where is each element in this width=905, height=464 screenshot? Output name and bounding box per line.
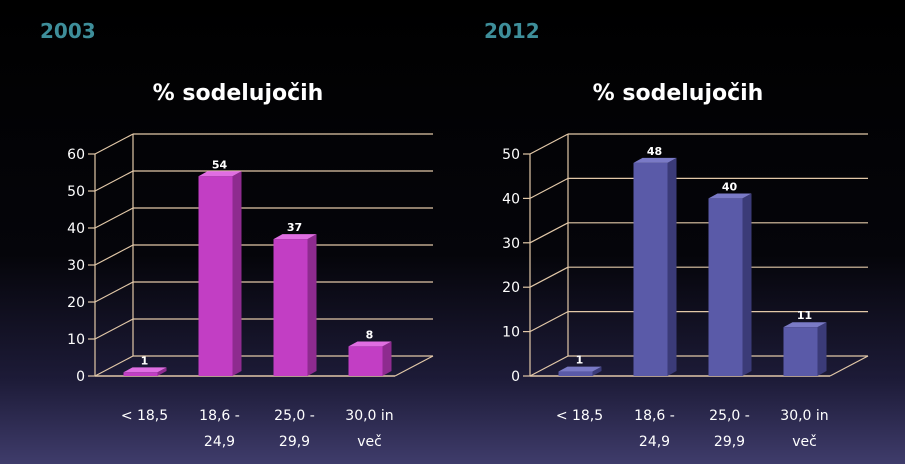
x-tick-label: več: [357, 434, 382, 450]
bar: [558, 366, 602, 376]
x-tick-label: 18,6 -: [634, 408, 675, 424]
bar-front: [123, 372, 158, 376]
bar: [198, 171, 242, 376]
grid-connector: [94, 207, 134, 229]
y-tick-label: 20: [502, 280, 520, 296]
bar-side: [817, 322, 827, 376]
bar-side: [742, 193, 752, 376]
x-tick-label: 30,0 in: [780, 408, 828, 424]
y-tick-label: 50: [67, 184, 85, 200]
chart-title-2003: % sodelujočih: [153, 81, 324, 106]
data-label: 8: [366, 328, 374, 341]
y-tick-label: 50: [502, 147, 520, 163]
bar-front: [558, 371, 593, 376]
chart-title-2012: % sodelujočih: [593, 81, 764, 106]
bar-top: [198, 171, 242, 177]
x-tick-label: < 18,5: [121, 408, 168, 424]
x-tick-label: več: [792, 434, 817, 450]
grid-connector: [94, 170, 134, 192]
bar: [633, 157, 677, 376]
data-label: 37: [287, 221, 302, 234]
floor-edge: [829, 355, 869, 377]
data-label: 40: [722, 180, 738, 193]
y-tick-label: 10: [502, 325, 520, 341]
data-label: 1: [576, 354, 584, 367]
labels-2003: 1 < 18,5 54 18,6 - 24,9 37 25,0 - 29,9 8 30,0 in v…: [121, 158, 394, 450]
grid-connector: [94, 133, 134, 155]
grid-connector: [94, 244, 134, 266]
grid-connector: [94, 355, 134, 377]
x-tick-label: 30,0 in: [345, 408, 393, 424]
y-tick-label: 20: [67, 295, 85, 311]
x-tick-label: 29,9: [279, 434, 310, 450]
y-tick-label: 0: [511, 369, 520, 385]
floor-edge: [394, 355, 434, 377]
bar-side: [307, 234, 317, 376]
bar: [783, 322, 827, 376]
bar-front: [273, 239, 308, 376]
axes-2003: 0 10 20 30 40 50 60: [67, 133, 434, 385]
data-label: 48: [647, 145, 662, 158]
y-tick-label: 10: [67, 332, 85, 348]
bar-side: [667, 157, 677, 376]
bar: [273, 234, 317, 376]
bar: [123, 367, 167, 376]
x-tick-label: < 18,5: [556, 408, 603, 424]
data-label: 1: [141, 354, 149, 367]
bar-side: [382, 341, 392, 376]
x-tick-label: 18,6 -: [199, 408, 240, 424]
bar-top: [633, 157, 677, 163]
year-label-2003: 2003: [40, 19, 96, 43]
x-tick-label: 24,9: [204, 434, 235, 450]
bar-top: [558, 366, 602, 372]
bar-side: [232, 171, 242, 376]
y-tick-label: 0: [76, 369, 85, 385]
bars-2003: [123, 171, 392, 376]
bar-top: [348, 341, 392, 347]
y-tick-label: 40: [67, 221, 85, 237]
bar-front: [348, 346, 383, 376]
chart-2003: 2003 % sodelujočih 0 10 20 30 40 50 60 1 < 18,5…: [40, 19, 434, 450]
grid-connector: [529, 266, 569, 288]
bar-side: [157, 367, 167, 376]
grid-connector: [94, 281, 134, 303]
bar-top: [123, 367, 167, 373]
bars-2012: [558, 157, 827, 376]
grid-connector: [529, 311, 569, 333]
grid-connector: [529, 355, 569, 377]
bar-side: [592, 366, 602, 376]
bar-front: [198, 176, 233, 376]
bar-top: [708, 193, 752, 199]
bar: [708, 193, 752, 376]
bar-front: [633, 162, 668, 376]
grid-connector: [529, 133, 569, 155]
grid-connector: [94, 318, 134, 340]
x-tick-label: 29,9: [714, 434, 745, 450]
bar: [348, 341, 392, 376]
y-tick-label: 30: [67, 258, 85, 274]
x-tick-label: 24,9: [639, 434, 670, 450]
x-tick-label: 25,0 -: [709, 408, 750, 424]
data-label: 11: [797, 309, 812, 322]
bar-front: [708, 198, 743, 376]
y-tick-label: 40: [502, 191, 520, 207]
grid-connector: [529, 222, 569, 244]
chart-2012: 2012 % sodelujočih 0 10 20 30 40 50 1 < 18,5 48…: [484, 19, 869, 450]
labels-2012: 1 < 18,5 48 18,6 - 24,9 40 25,0 - 29,9 11 30,0 in…: [556, 145, 829, 450]
year-label-2012: 2012: [484, 19, 540, 43]
bar-front: [783, 327, 818, 376]
x-tick-label: 25,0 -: [274, 408, 315, 424]
data-label: 54: [212, 158, 228, 171]
bar-top: [273, 234, 317, 240]
grid-connector: [529, 177, 569, 199]
y-tick-label: 30: [502, 236, 520, 252]
bar-top: [783, 322, 827, 328]
y-tick-label: 60: [67, 147, 85, 163]
